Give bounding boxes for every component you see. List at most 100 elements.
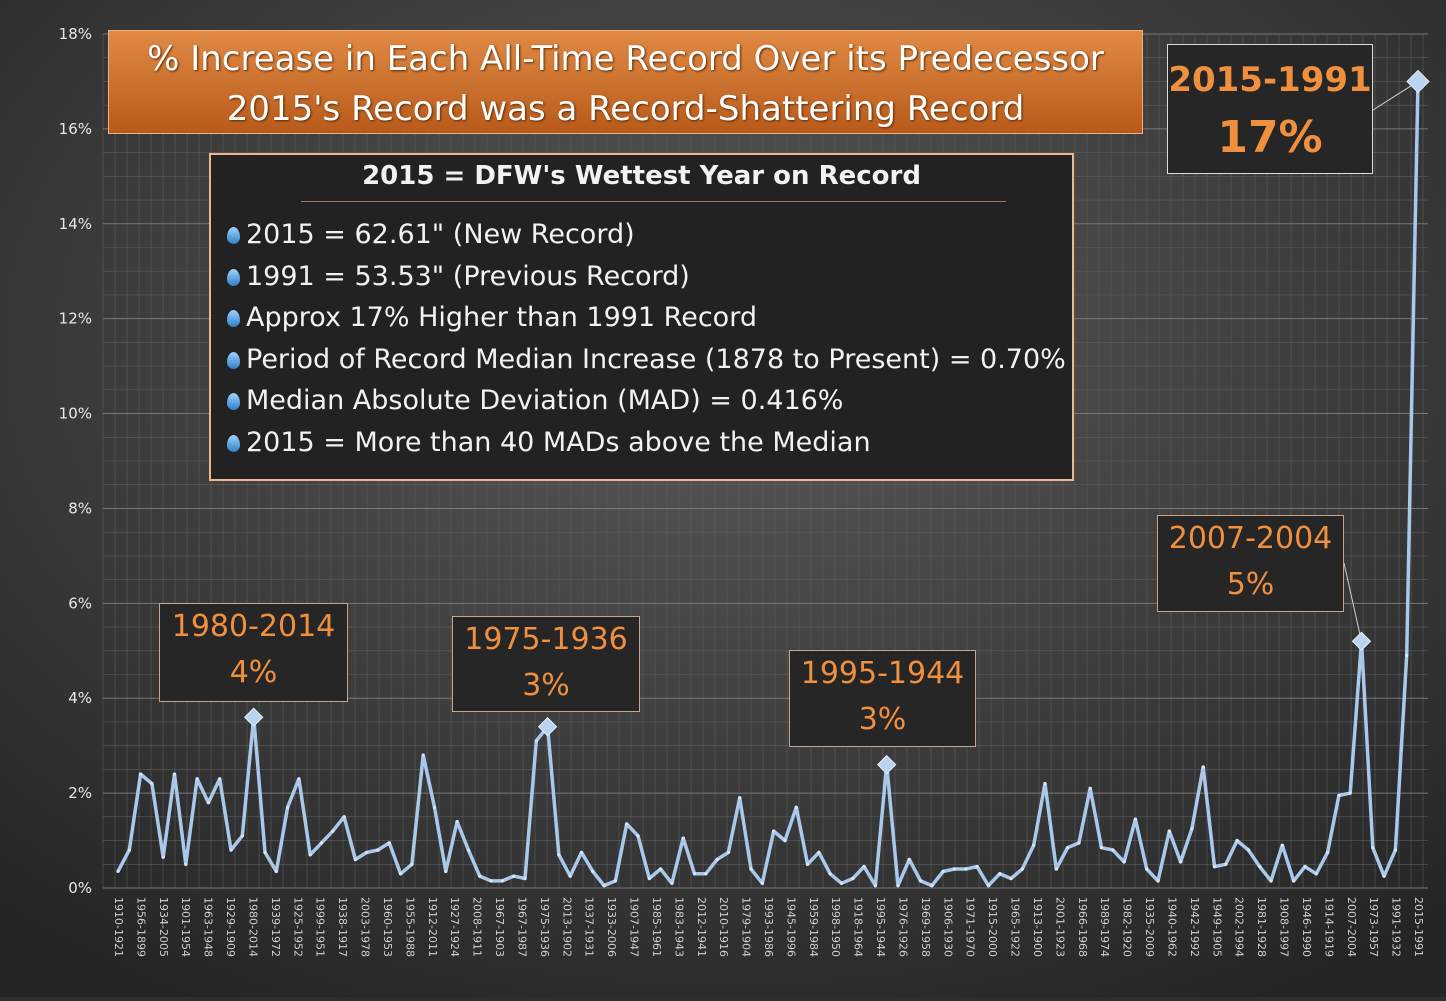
data-point bbox=[1269, 879, 1273, 883]
data-point bbox=[591, 869, 595, 873]
data-point bbox=[1405, 653, 1409, 658]
x-tick-label: 2007-2004 bbox=[1345, 897, 1358, 957]
x-tick-label: 2008-1911 bbox=[471, 897, 484, 957]
callout-connector bbox=[1343, 562, 1362, 642]
x-tick-label: 1969-1958 bbox=[919, 897, 932, 957]
data-point bbox=[184, 862, 188, 866]
water-drop-icon bbox=[227, 227, 240, 244]
water-drop-icon bbox=[227, 434, 240, 452]
x-tick-label: 2010-1916 bbox=[717, 897, 730, 957]
data-point bbox=[692, 872, 697, 876]
y-axis: 0% 2% 4% 6% 8% 10% 12% 14% 16% 18% bbox=[59, 25, 92, 897]
x-tick-label: 1966-1968 bbox=[1076, 897, 1089, 957]
data-point bbox=[1246, 848, 1251, 852]
x-tick-label: 1985-1961 bbox=[650, 897, 663, 957]
x-tick-label: 1945-1996 bbox=[784, 897, 797, 957]
data-point bbox=[1258, 865, 1262, 869]
data-point bbox=[851, 876, 855, 881]
data-point bbox=[919, 879, 923, 883]
data-point bbox=[681, 836, 685, 840]
data-point bbox=[557, 853, 561, 857]
x-tick-label: 1942-1992 bbox=[1188, 897, 1201, 957]
x-tick-label: 1967-1987 bbox=[515, 897, 528, 957]
data-point bbox=[489, 879, 493, 883]
data-point bbox=[1133, 817, 1137, 821]
callout-connector bbox=[1372, 81, 1419, 111]
chart-title-line2: 2015's Record was a Record-Shattering Re… bbox=[226, 89, 1025, 129]
x-tick-label: 1971-1970 bbox=[964, 897, 977, 957]
data-point bbox=[1212, 865, 1217, 869]
data-point bbox=[206, 801, 211, 805]
data-point bbox=[964, 867, 968, 871]
data-point bbox=[783, 838, 787, 843]
data-point bbox=[1032, 843, 1036, 847]
x-tick-label: 1933-2006 bbox=[605, 897, 618, 957]
data-point bbox=[365, 850, 369, 855]
data-point bbox=[975, 865, 979, 869]
y-tick-label: 10% bbox=[59, 405, 92, 423]
x-tick-label: 1998-1950 bbox=[829, 897, 842, 957]
data-point bbox=[636, 834, 640, 838]
data-point bbox=[828, 872, 832, 876]
data-point bbox=[1201, 765, 1205, 769]
data-point bbox=[749, 867, 753, 871]
data-point bbox=[817, 850, 821, 855]
series-line bbox=[116, 81, 1420, 888]
x-tick-label: 2012-1941 bbox=[695, 897, 708, 957]
data-point bbox=[1111, 848, 1115, 852]
highlight-markers bbox=[243, 69, 1430, 775]
x-tick-label: 1976-1926 bbox=[896, 897, 909, 957]
x-tick-label: 1937-1931 bbox=[583, 897, 596, 957]
water-drop-icon bbox=[227, 268, 240, 286]
y-tick-label: 0% bbox=[68, 879, 92, 897]
data-point bbox=[659, 867, 663, 871]
data-point bbox=[500, 879, 504, 883]
callout-2007-2004: 2007-2004 5% bbox=[1157, 515, 1344, 612]
x-tick-label: 2002-1994 bbox=[1233, 897, 1246, 957]
data-point bbox=[1348, 791, 1352, 795]
data-point bbox=[274, 869, 278, 873]
data-point bbox=[1325, 850, 1330, 855]
data-point bbox=[478, 874, 482, 878]
info-bullet: 1991 = 53.53" (Previous Record) bbox=[227, 256, 1072, 298]
data-point bbox=[1371, 846, 1375, 850]
x-tick-label: 1955-1988 bbox=[403, 897, 416, 957]
data-point bbox=[297, 777, 301, 781]
x-tick-label: 1946-1990 bbox=[1300, 897, 1313, 957]
data-point bbox=[410, 862, 414, 866]
x-tick-label: 1910-1921 bbox=[112, 897, 125, 957]
data-point bbox=[952, 867, 957, 871]
callout-1980-2014: 1980-2014 4% bbox=[159, 603, 348, 702]
data-point bbox=[1224, 862, 1228, 866]
x-tick-label: 1912-2011 bbox=[426, 897, 439, 957]
callout-1975-1936: 1975-1936 3% bbox=[452, 616, 640, 712]
x-tick-label: 2013-1902 bbox=[560, 897, 573, 957]
data-point bbox=[613, 879, 617, 883]
data-point bbox=[353, 857, 357, 862]
data-point bbox=[1077, 841, 1081, 845]
data-point bbox=[1314, 872, 1318, 876]
data-point bbox=[1122, 860, 1126, 864]
data-point bbox=[150, 782, 154, 786]
data-point bbox=[1303, 865, 1307, 869]
x-tick-label: 1949-1905 bbox=[1210, 897, 1223, 957]
water-drop-icon bbox=[227, 351, 240, 369]
data-point bbox=[195, 777, 199, 781]
x-tick-label: 1918-1964 bbox=[852, 897, 865, 957]
data-point bbox=[308, 853, 312, 857]
info-bullet: Median Absolute Deviation (MAD) = 0.416% bbox=[227, 380, 1072, 422]
x-tick-label: 1989-1974 bbox=[1098, 897, 1111, 957]
y-tick-label: 8% bbox=[68, 499, 92, 517]
data-point bbox=[432, 805, 437, 809]
data-point bbox=[387, 841, 391, 845]
data-point bbox=[331, 829, 335, 833]
data-point bbox=[794, 805, 798, 809]
title-banner: % Increase in Each All-Time Record Over … bbox=[108, 30, 1143, 134]
x-tick-label: 1907-1947 bbox=[628, 897, 641, 957]
data-point bbox=[263, 850, 267, 855]
data-point bbox=[319, 841, 324, 845]
x-tick-label: 1908-1997 bbox=[1278, 897, 1291, 957]
data-point bbox=[1393, 848, 1397, 852]
data-point bbox=[568, 874, 572, 878]
